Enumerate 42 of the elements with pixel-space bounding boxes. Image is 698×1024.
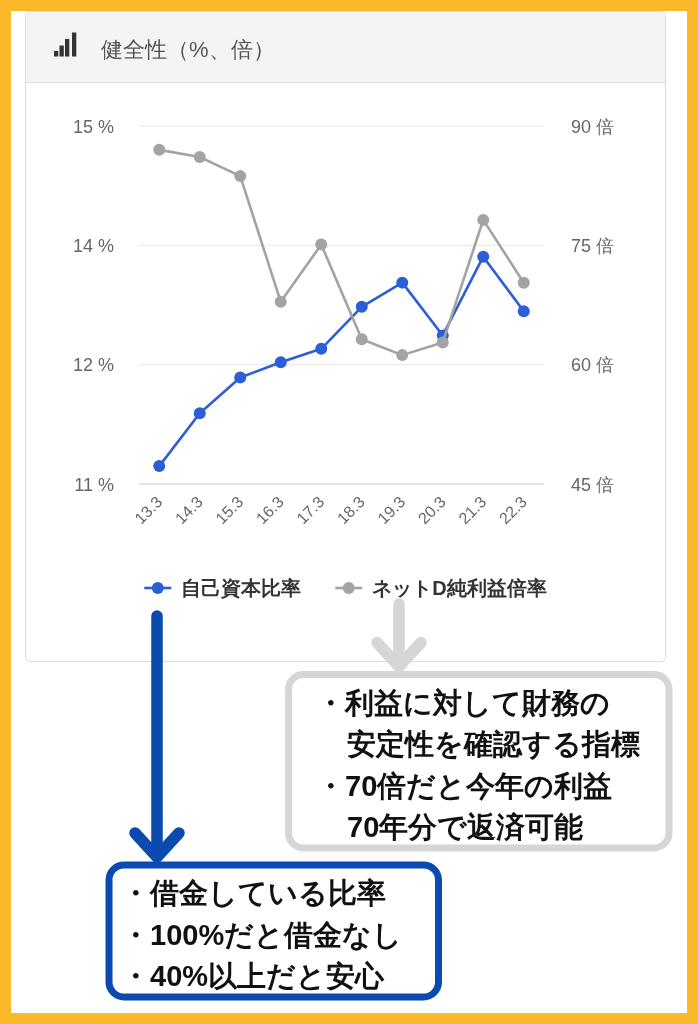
text: ・40%以上だと安心 bbox=[121, 960, 386, 992]
y2-tick-label: 45 倍 bbox=[571, 474, 615, 495]
point bbox=[315, 238, 328, 251]
point bbox=[355, 300, 368, 313]
legend-label: ネットD純利益倍率 bbox=[372, 577, 547, 599]
point bbox=[193, 407, 206, 420]
point bbox=[517, 276, 530, 289]
x-tick-label: 14.3 bbox=[171, 493, 206, 528]
point bbox=[274, 295, 287, 308]
x-tick-label: 19.3 bbox=[374, 493, 409, 528]
y2-tick-label: 60 倍 bbox=[571, 355, 615, 376]
x-tick-label: 15.3 bbox=[212, 493, 247, 528]
point bbox=[436, 336, 449, 349]
point bbox=[396, 349, 409, 362]
y2-tick-label: 90 倍 bbox=[571, 116, 615, 137]
point bbox=[477, 213, 490, 226]
point bbox=[517, 305, 530, 318]
y-tick-label: 12 % bbox=[72, 355, 114, 376]
point bbox=[315, 342, 328, 355]
x-tick-label: 16.3 bbox=[252, 493, 287, 528]
point bbox=[153, 460, 166, 473]
legend-label: 自己資本比率 bbox=[181, 577, 302, 599]
chart-title: 健全性（%、倍） bbox=[101, 37, 275, 62]
point bbox=[234, 170, 247, 183]
x-tick-label: 18.3 bbox=[333, 493, 368, 528]
point bbox=[396, 276, 409, 289]
text: ・借金している比率 bbox=[121, 877, 386, 909]
text: ・100%だと借金なし bbox=[121, 918, 403, 951]
point bbox=[193, 151, 206, 164]
y2-tick-label: 75 倍 bbox=[571, 235, 615, 256]
y-tick-label: 15 % bbox=[72, 116, 114, 137]
point bbox=[234, 371, 247, 384]
y-tick-label: 14 % bbox=[72, 235, 114, 256]
x-tick-label: 17.3 bbox=[293, 493, 328, 528]
point bbox=[274, 356, 287, 369]
point bbox=[355, 333, 368, 346]
text: ・70倍だと今年の利益70年分で返済可能 bbox=[316, 769, 613, 843]
x-tick-label: 13.3 bbox=[131, 493, 166, 528]
point bbox=[477, 250, 490, 263]
point bbox=[153, 143, 166, 156]
y-tick-label: 11 % bbox=[74, 474, 114, 495]
text: ・利益に対して財務の安定性を確認する指標 bbox=[316, 686, 640, 760]
